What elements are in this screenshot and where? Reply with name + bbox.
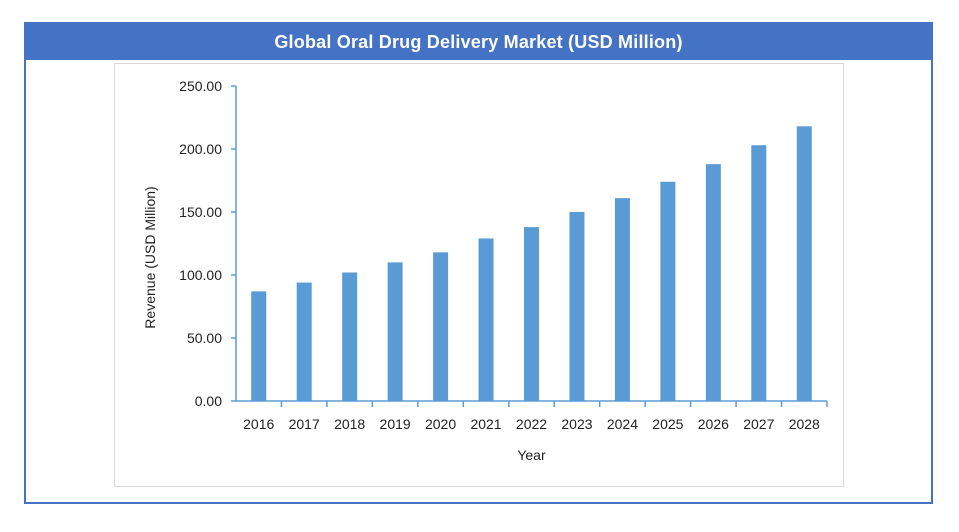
x-tick-label: 2023 — [561, 416, 592, 432]
y-tick-label: 0.00 — [195, 393, 222, 409]
y-tick-label: 250.00 — [179, 78, 222, 94]
bar-2023 — [569, 212, 585, 401]
x-tick-label: 2018 — [334, 416, 365, 432]
x-tick-label: 2027 — [743, 416, 774, 432]
bar-2028 — [796, 126, 812, 401]
x-tick-label: 2026 — [698, 416, 729, 432]
bar-2017 — [296, 282, 312, 401]
bar-2024 — [614, 198, 630, 401]
y-tick-label: 150.00 — [179, 204, 222, 220]
y-axis: 0.00 50.00 100.00 150.00 200.00 250.00 — [179, 78, 237, 409]
chart-area: 0.00 50.00 100.00 150.00 200.00 250.00 2016 20… — [114, 63, 844, 487]
x-tick-label: 2019 — [380, 416, 411, 432]
bar-2019 — [387, 262, 403, 401]
x-tick-label: 2020 — [425, 416, 456, 432]
x-tick-label: 2028 — [789, 416, 820, 432]
x-tick-label: 2016 — [243, 416, 274, 432]
bar-2027 — [751, 145, 767, 401]
bars — [251, 126, 812, 401]
bar-2026 — [705, 164, 721, 401]
x-tick-label: 2021 — [470, 416, 501, 432]
y-tick-label: 50.00 — [187, 330, 222, 346]
x-tick-label: 2022 — [516, 416, 547, 432]
x-tick-label: 2017 — [289, 416, 320, 432]
x-tick-label: 2024 — [607, 416, 638, 432]
bar-2020 — [433, 252, 449, 401]
bar-2016 — [251, 291, 267, 401]
x-axis: 2016 2017 2018 2019 2020 2021 2022 2023 2024 2025… — [236, 400, 828, 432]
y-axis-label: Revenue (USD Million) — [142, 186, 158, 328]
bar-2025 — [660, 181, 676, 401]
x-tick-label: 2025 — [652, 416, 683, 432]
y-tick-label: 200.00 — [179, 141, 222, 157]
bar-2021 — [478, 238, 494, 401]
y-tick-label: 100.00 — [179, 267, 222, 283]
bar-2022 — [524, 227, 539, 401]
x-axis-label: Year — [517, 447, 546, 463]
bar-2018 — [342, 272, 358, 401]
chart-title: Global Oral Drug Delivery Market (USD Mi… — [26, 24, 931, 60]
